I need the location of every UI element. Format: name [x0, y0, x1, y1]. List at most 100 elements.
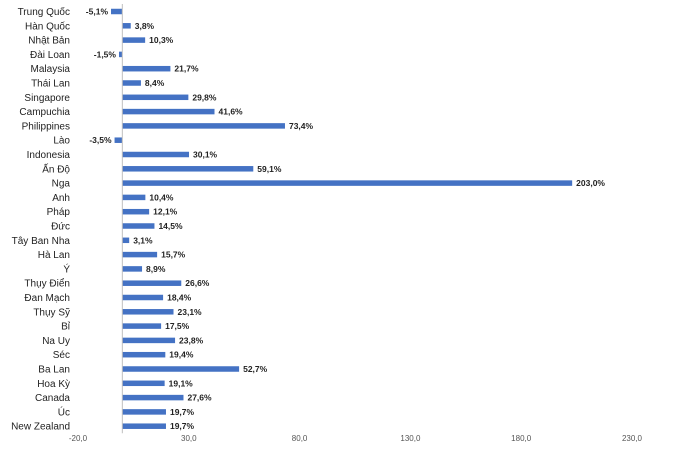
x-tick-label: 30,0 [181, 434, 197, 443]
value-labels: -5,1% 3,8% 10,3% -1,5% 21,7% 8,4% 29,8%41,6% 73… [86, 7, 606, 432]
category-label: Philippines [22, 121, 70, 132]
bars [111, 8, 573, 429]
bar [118, 51, 123, 58]
category-label: Na Uy [42, 336, 70, 347]
category-label: Pháp [47, 207, 71, 218]
bar [122, 237, 130, 244]
category-label: Campuchia [19, 107, 70, 118]
category-label: Hàn Quốc [25, 20, 70, 32]
bar [122, 394, 184, 401]
value-label: 23,8% [179, 335, 204, 345]
category-label: Singapore [24, 93, 70, 104]
bar [122, 423, 166, 429]
x-tick-label: 80,0 [292, 434, 308, 443]
bar [122, 23, 131, 29]
category-label: Úc [58, 405, 70, 418]
value-label: 18,4% [167, 293, 192, 303]
value-label: 73,4% [289, 121, 314, 131]
category-label: New Zealand [11, 422, 70, 433]
category-label: Ấn Độ [42, 162, 70, 175]
value-label: 19,4% [169, 350, 194, 360]
bar [122, 266, 143, 272]
category-label: Tây Ban Nha [12, 236, 71, 247]
category-label: Canada [35, 393, 70, 404]
category-label: Anh [52, 193, 70, 204]
bar [122, 37, 146, 43]
x-tick-label: 130,0 [400, 434, 421, 443]
value-label: 15,7% [161, 250, 186, 260]
value-label: 3,1% [133, 235, 153, 245]
category-label: Đức [51, 222, 70, 233]
bar [122, 280, 182, 286]
bar [122, 208, 150, 215]
value-label: 203,0% [576, 178, 605, 188]
value-label: 14,5% [158, 221, 183, 231]
bar [114, 137, 123, 143]
value-label: -3,5% [89, 135, 112, 145]
x-tick-label: 180,0 [511, 434, 532, 443]
bar [122, 151, 190, 158]
bar [122, 351, 166, 358]
value-label: 59,1% [257, 164, 282, 174]
bar [122, 309, 174, 315]
value-label: 27,6% [187, 393, 212, 403]
bar [122, 123, 285, 129]
value-label: 10,3% [149, 35, 174, 45]
value-label: 10,4% [149, 192, 174, 202]
x-tick-label: 230,0 [622, 434, 643, 443]
bar [122, 194, 146, 201]
category-label: Séc [53, 350, 70, 361]
x-tick-labels: -20,0 30,0 80,0 130,0 180,0 230,0 [69, 434, 643, 443]
category-label: Trung Quốc [18, 6, 70, 18]
category-labels: Trung Quốc Hàn Quốc Nhật Bản Đài Loan Malays… [11, 6, 71, 433]
bar [122, 366, 240, 372]
category-label: Bỉ [61, 321, 71, 333]
bar [122, 223, 155, 229]
value-label: 41,6% [219, 107, 244, 117]
bar [122, 80, 141, 86]
bar [122, 380, 165, 387]
value-label: 19,7% [170, 407, 195, 417]
bar [122, 108, 215, 115]
category-label: Ba Lan [38, 365, 70, 376]
category-label: Thái Lan [31, 79, 70, 90]
value-label: 26,6% [185, 278, 210, 288]
category-label: Indonesia [27, 150, 71, 161]
category-label: Nga [52, 179, 71, 190]
value-label: 8,9% [146, 264, 166, 274]
bar [122, 166, 254, 172]
value-label: 17,5% [165, 321, 190, 331]
value-label: 52,7% [243, 364, 268, 374]
category-label: Nhật Bản [28, 36, 70, 47]
category-label: Đài Loan [30, 50, 70, 61]
bar [122, 94, 189, 101]
value-label: -1,5% [94, 49, 117, 59]
bar [122, 337, 176, 344]
category-label: Hoa Kỳ [37, 379, 70, 390]
bar [122, 65, 171, 72]
bar [122, 251, 158, 258]
category-label: Thụy Sỹ [33, 307, 70, 318]
value-label: 29,8% [192, 92, 217, 102]
category-label: Malaysia [31, 64, 71, 75]
bar [111, 8, 123, 15]
x-tick-label: -20,0 [69, 434, 88, 443]
category-label: Hà Lan [38, 250, 70, 261]
value-label: 30,1% [193, 150, 218, 160]
category-label: Thụy Điển [24, 278, 70, 290]
category-label: Lào [53, 136, 70, 147]
bar [122, 294, 164, 301]
value-label: 12,1% [153, 207, 178, 217]
value-label: 3,8% [135, 21, 155, 31]
category-label: Ý [63, 262, 70, 275]
value-label: 21,7% [174, 64, 199, 74]
category-label: Đan Mạch [24, 293, 70, 304]
value-label: -5,1% [86, 7, 109, 17]
value-label: 8,4% [145, 78, 165, 88]
bar [122, 409, 166, 415]
bar [122, 323, 162, 329]
value-label: 19,1% [169, 378, 194, 388]
value-label: 23,1% [178, 307, 203, 317]
value-label: 19,7% [170, 421, 195, 431]
